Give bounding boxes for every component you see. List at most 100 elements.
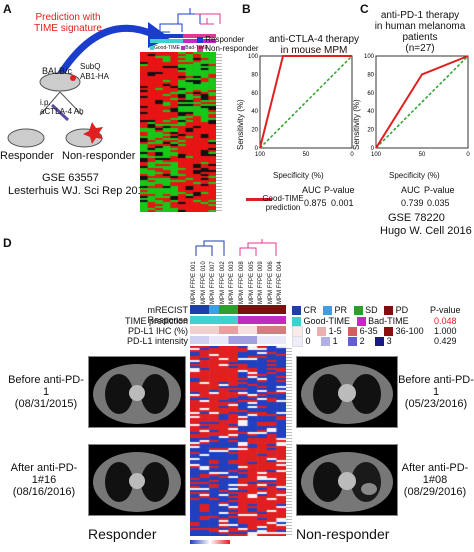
roc-ytick: 0 — [371, 146, 375, 152]
sample-label: MPM FFPE 009 — [258, 261, 265, 304]
panel-c-title-line2: in human melanoma patients — [374, 21, 466, 43]
legend-line2: prediction — [265, 203, 301, 212]
row-label-time: TIME prediction — [124, 316, 188, 326]
syringe-icon — [50, 103, 70, 122]
heatmap-a-gene-labels — [216, 52, 222, 212]
legend-int3-text: 3 — [386, 336, 392, 346]
legend-ihc2-text: 6-35 — [359, 326, 378, 336]
heatmap-d — [190, 346, 286, 536]
legend-pr-text: PR — [334, 305, 348, 315]
tumor-burst-icon — [83, 122, 103, 144]
roc-curve — [259, 55, 352, 149]
right-after-line2: (08/29/2016) — [403, 486, 467, 498]
roc-xtick: 100 — [371, 152, 382, 158]
roc-ytick: 80 — [367, 72, 374, 78]
panel-a-label: A — [3, 2, 12, 16]
sample-label: MPM FFPE 008 — [239, 261, 245, 304]
panel-c-title-line3: (n=27) — [405, 43, 435, 54]
panel-b-label: B — [242, 2, 251, 16]
legend-ihc: 0 1-5 6-35 36-100 — [292, 326, 424, 338]
left-before-line1: Before anti-PD-1 — [8, 374, 84, 398]
arrow-right-line — [59, 91, 83, 116]
time-bad-cell — [238, 316, 286, 324]
right-before-line2: (05/23/2016) — [404, 398, 468, 410]
roc-frame — [375, 55, 469, 149]
roc-ytick: 20 — [251, 128, 258, 134]
panel-c-citation: Hugo W. Cell 2016 — [380, 225, 472, 237]
panel-d-label: D — [3, 236, 12, 250]
roc-chart-c: 0 20 40 60 80 100 100 50 0 — [364, 54, 470, 158]
legend-cr-swatch — [292, 306, 301, 316]
ct-scan-right-after — [296, 444, 398, 516]
right-before-line1: Before anti-PD-1 — [398, 374, 474, 398]
roc-diagonal — [375, 55, 469, 149]
arrow-left-line — [39, 91, 61, 116]
panel-a-prediction-text: Prediction with TIME signature — [28, 12, 108, 34]
ct-scan-right-before — [296, 356, 398, 428]
roc-xtick: 50 — [419, 152, 426, 158]
heatmap-a — [140, 52, 216, 212]
panel-c-auc-header: AUC — [401, 185, 421, 195]
roc-ytick: 20 — [367, 128, 374, 134]
panel-b-legend-line — [246, 198, 272, 201]
panel-c-auc: 0.739 — [401, 198, 424, 208]
panel-c-xlabel: Specificity (%) — [389, 171, 440, 180]
dendrogram-d — [195, 239, 277, 256]
p-header-d: P-value — [430, 305, 461, 315]
prediction-line1: Prediction with — [35, 12, 101, 23]
panel-c-p: 0.035 — [427, 198, 450, 208]
right-after-label: After anti-PD-1#08 (08/29/2016) — [396, 462, 474, 498]
sample-label: MPM FFPE 002 — [219, 261, 226, 304]
heatmap-a-legend: Responder Non-responder — [197, 35, 259, 53]
heatmap-a-time-bar — [150, 39, 216, 43]
legend-int2-text: 2 — [359, 336, 365, 346]
mouse-responder-icon — [7, 128, 45, 148]
row-label-mrecist: mRECIST Response — [147, 305, 188, 325]
mrecist-pr-cell — [209, 305, 219, 314]
legend-sd-swatch — [353, 306, 363, 316]
legend-good-text: Good-TIME — [303, 316, 351, 326]
legend-pd-text: PD — [395, 305, 409, 315]
mrecist-pd-cell — [238, 305, 286, 314]
panel-c-title: anti-PD-1 therapy in human melanoma pati… — [364, 10, 474, 54]
panel-b-p: 0.001 — [331, 198, 354, 208]
time-good-cell — [190, 316, 238, 324]
roc-ytick: 100 — [364, 54, 375, 60]
drug-label: aCTLA-4 Ab — [40, 107, 84, 116]
legend-bad-text: Bad-TIME — [368, 316, 409, 326]
heatmap-d-colorscale — [190, 540, 230, 544]
panel-b-legend-text: Good-TIME prediction — [256, 194, 310, 212]
sample-label: MPM FFPE 006 — [267, 261, 274, 304]
legend-int0-swatch — [292, 336, 303, 348]
legend-ihc3-swatch — [384, 327, 394, 337]
legend-int3-swatch — [375, 337, 385, 347]
ab1-label: AB1-HA — [80, 72, 109, 81]
roc-ytick: 80 — [251, 72, 258, 78]
legend-int1-text: 1 — [332, 336, 338, 346]
legend-mrecist: CR PR SD PD — [292, 305, 409, 316]
balbc-label: BALB/c — [42, 66, 73, 76]
panel-c-gse: GSE 78220 — [388, 212, 445, 224]
legend-ihc1-text: 1-5 — [328, 326, 342, 336]
sample-labels: MPM FFPE 001 MPM FFPE 010 MPM FFPE 007 MPM … — [190, 258, 286, 304]
dendrogram-right — [195, 13, 221, 25]
roc-ytick: 100 — [248, 54, 259, 60]
right-before-label: Before anti-PD-1 (05/23/2016) — [398, 374, 474, 410]
mrecist-sd-cell — [218, 305, 238, 314]
subq-label: SubQ — [80, 62, 101, 71]
roc-xtick: 50 — [303, 152, 310, 158]
time-bar — [190, 316, 286, 324]
sample-label: MPM FFPE 003 — [229, 261, 236, 304]
ct-scan-left-before — [88, 356, 186, 428]
p-time-d: 0.048 — [434, 316, 457, 326]
panel-b-p-header: P-value — [324, 185, 355, 195]
roc-xtick: 0 — [350, 152, 354, 158]
sample-label: MPM FFPE 010 — [200, 261, 207, 304]
panel-b-title-line1: anti-CTLA-4 therapy — [268, 34, 360, 45]
roc-ytick: 0 — [255, 146, 259, 152]
legend-cr-text: CR — [303, 305, 317, 315]
p-ihc-d: 1.000 — [434, 326, 457, 336]
legend-good-swatch — [292, 317, 301, 327]
legend-pd-swatch — [384, 306, 394, 316]
p-int-d: 0.429 — [434, 336, 457, 346]
